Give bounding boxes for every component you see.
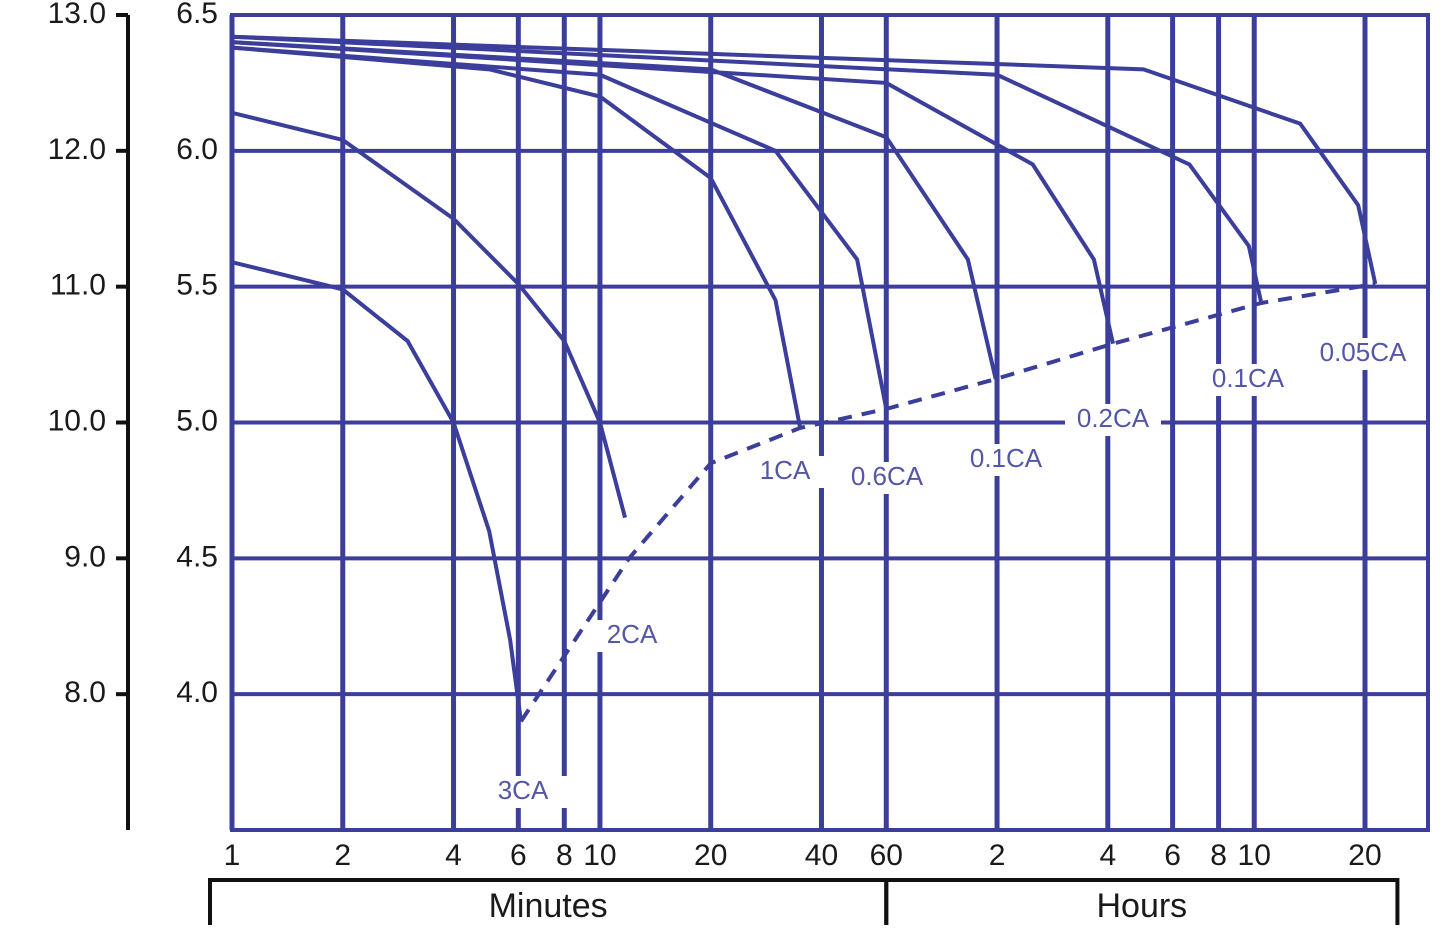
- y-tick-label: 5.0: [176, 404, 218, 437]
- x-tick-label: 8: [1210, 839, 1227, 872]
- y-tick-label: 6.5: [176, 0, 218, 30]
- series-line: [231, 260, 523, 722]
- x-tick-label: 4: [445, 839, 462, 872]
- x-tick-label: 40: [805, 839, 838, 872]
- series-line: [231, 45, 889, 410]
- x-tick-label: 60: [870, 839, 903, 872]
- label-bg: [958, 444, 1054, 476]
- series-label: 3CA: [498, 775, 549, 805]
- x-tick-label: 10: [583, 839, 616, 872]
- group-label: Minutes: [489, 887, 608, 925]
- x-tick-label: 1: [224, 839, 241, 872]
- x-tick-label: 2: [334, 839, 351, 872]
- y-tick-label: 4.5: [176, 540, 218, 573]
- label-bg: [475, 776, 571, 808]
- x-tick-label: 6: [510, 839, 527, 872]
- y2-tick-label: 13.0: [48, 0, 106, 30]
- group-bracket: [884, 878, 1400, 925]
- series-label: 0.1CA: [970, 443, 1043, 473]
- x-tick-label: 2: [989, 839, 1006, 872]
- group-label: Hours: [1096, 887, 1187, 925]
- y2-tick-label: 8.0: [64, 676, 106, 709]
- label-bg: [584, 620, 680, 652]
- y-tick-label: 5.5: [176, 269, 218, 302]
- series-label: 2CA: [607, 619, 658, 649]
- series-label: 0.6CA: [851, 461, 924, 491]
- series-line: [231, 110, 627, 519]
- x-tick-label: 20: [694, 839, 727, 872]
- series-label: 0.05CA: [1320, 337, 1407, 367]
- label-bg: [1315, 338, 1411, 370]
- label-bg: [1200, 364, 1296, 396]
- x-tick-label: 10: [1238, 839, 1271, 872]
- series-label: 1CA: [760, 455, 811, 485]
- x-tick-label: 8: [556, 839, 573, 872]
- series-label: 0.1CA: [1212, 363, 1285, 393]
- series-label: 0.2CA: [1077, 403, 1150, 433]
- series-line: [231, 40, 1115, 345]
- label-bg: [737, 456, 833, 488]
- series-line: [231, 34, 1378, 285]
- y-tick-label: 4.0: [176, 676, 218, 709]
- label-bg: [1065, 404, 1161, 436]
- series-line: [231, 40, 998, 380]
- x-tick-label: 20: [1348, 839, 1381, 872]
- x-tick-label: 4: [1099, 839, 1116, 872]
- y2-tick-label: 11.0: [50, 269, 106, 302]
- y2-tick-label: 12.0: [48, 133, 106, 166]
- x-tick-label: 6: [1164, 839, 1181, 872]
- label-bg: [839, 462, 935, 494]
- series-line: [519, 281, 1376, 723]
- series-line: [231, 45, 803, 429]
- y2-tick-label: 10.0: [48, 404, 106, 437]
- y-tick-label: 6.0: [176, 133, 218, 166]
- series-line: [231, 34, 1264, 304]
- y2-tick-label: 9.0: [64, 540, 106, 573]
